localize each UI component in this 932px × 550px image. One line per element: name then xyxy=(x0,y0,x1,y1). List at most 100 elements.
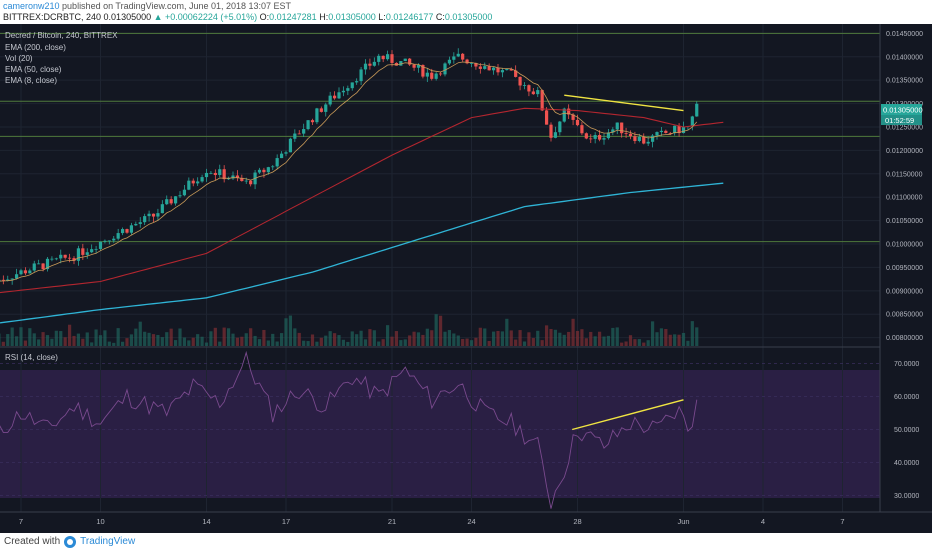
volume-bar xyxy=(465,338,469,346)
volume-bar xyxy=(403,339,407,346)
candle-body xyxy=(226,178,231,180)
volume-bar xyxy=(686,340,690,346)
volume-bar xyxy=(452,333,456,346)
volume-bar xyxy=(284,318,288,346)
volume-bar xyxy=(646,340,650,346)
candle-body xyxy=(271,166,275,168)
price-badge-value: 0.01305000 xyxy=(883,106,923,115)
candle-body xyxy=(637,136,641,142)
volume-bar xyxy=(337,335,341,346)
candle-body xyxy=(558,121,562,133)
volume-bar xyxy=(28,328,32,346)
open-value: 0.01247281 xyxy=(269,12,317,22)
legend-ema50[interactable]: EMA (50, close) xyxy=(5,65,62,74)
candle-body xyxy=(668,133,672,134)
price-tick-label: 0.00800000 xyxy=(886,335,923,342)
candle-body xyxy=(540,90,544,111)
candle-body xyxy=(465,59,469,64)
volume-bar xyxy=(478,327,482,346)
volume-bar xyxy=(514,339,518,346)
chart-canvas[interactable]: 0.014500000.014000000.013500000.01300000… xyxy=(0,24,932,533)
volume-bar xyxy=(659,328,664,346)
legend-ema200[interactable]: EMA (200, close) xyxy=(5,43,66,52)
price-tick-label: 0.01200000 xyxy=(886,148,923,155)
candle-body xyxy=(399,61,403,66)
volume-bar xyxy=(474,337,478,346)
volume-bar xyxy=(94,329,98,346)
candle-body xyxy=(98,241,103,249)
candle-body xyxy=(134,223,138,226)
low-label: L: xyxy=(378,12,386,22)
tradingview-link[interactable]: TradingView xyxy=(80,536,136,547)
candle-body xyxy=(368,63,372,66)
candle-body xyxy=(584,133,588,139)
price-tick-label: 0.01450000 xyxy=(886,31,923,38)
candle-body xyxy=(531,91,535,95)
price-axis[interactable]: 0.014500000.014000000.013500000.01300000… xyxy=(886,31,923,342)
candle-body xyxy=(50,258,54,260)
rsi-axis[interactable]: 70.0000 60.0000 50.0000 40.0000 30.0000 xyxy=(894,361,919,500)
candle-body xyxy=(94,248,98,250)
author-link[interactable]: cameronw210 xyxy=(3,1,60,11)
rsi-tick-label: 50.0000 xyxy=(894,427,919,434)
close-label: C: xyxy=(435,12,445,22)
candle-body xyxy=(204,172,209,178)
time-tick-label: 28 xyxy=(573,517,581,526)
volume-bar xyxy=(103,330,107,346)
volume-bar xyxy=(1,341,5,346)
volume-bar xyxy=(297,332,301,346)
volume-bar xyxy=(85,332,89,346)
volume-bar xyxy=(244,333,248,346)
volume-bar xyxy=(447,330,452,346)
candle-body xyxy=(143,216,147,223)
volume-bar xyxy=(315,341,319,346)
volume-bar xyxy=(72,335,76,346)
volume-bar xyxy=(134,328,138,346)
candle-body xyxy=(306,120,310,130)
rsi-tick-label: 70.0000 xyxy=(894,361,919,368)
rsi-line xyxy=(0,350,698,509)
volume-bar xyxy=(421,334,425,346)
candle-body xyxy=(646,141,650,144)
candle-body xyxy=(32,263,36,271)
volume-bar xyxy=(487,341,491,346)
candle-body xyxy=(425,72,429,77)
candle-body xyxy=(81,248,85,255)
candle-body xyxy=(67,257,72,259)
volume-bar xyxy=(249,328,253,346)
candle-body xyxy=(19,270,23,275)
candle-body xyxy=(213,172,217,176)
volume-bar xyxy=(165,332,169,346)
legend-ema8[interactable]: EMA (8, close) xyxy=(5,76,57,85)
volume-bar xyxy=(266,340,270,346)
volume-bar xyxy=(562,334,566,346)
volume-bar xyxy=(416,332,421,346)
legend-vol[interactable]: Vol (20) xyxy=(5,54,33,63)
publish-header: cameronw210 published on TradingView.com… xyxy=(3,1,291,11)
volume-bar xyxy=(620,342,624,346)
volume-bar xyxy=(178,328,182,346)
close-value: 0.01305000 xyxy=(444,12,493,22)
volume-bar xyxy=(536,330,540,346)
candle-body xyxy=(408,58,412,65)
time-axis[interactable]: 7101417212428Jun4711141821 xyxy=(19,517,932,526)
candle-body xyxy=(580,125,584,134)
candle-body xyxy=(385,54,390,60)
volume-bar xyxy=(306,341,310,346)
candle-body xyxy=(178,195,182,197)
volume-bar xyxy=(567,331,571,346)
open-label: O: xyxy=(259,12,270,22)
volume-bar xyxy=(19,327,23,346)
candle-body xyxy=(461,53,465,60)
candle-body xyxy=(138,222,142,224)
volume-bar xyxy=(642,342,646,346)
horizontal-lines xyxy=(0,32,880,243)
volume-bar xyxy=(151,334,156,346)
candle-body xyxy=(116,233,120,239)
low-value: 0.01246177 xyxy=(385,12,434,22)
candle-body xyxy=(363,63,368,70)
time-tick-label: 14 xyxy=(202,517,210,526)
volume-bar xyxy=(112,342,116,346)
candle-body xyxy=(483,66,487,69)
rsi-legend[interactable]: RSI (14, close) xyxy=(5,353,58,362)
